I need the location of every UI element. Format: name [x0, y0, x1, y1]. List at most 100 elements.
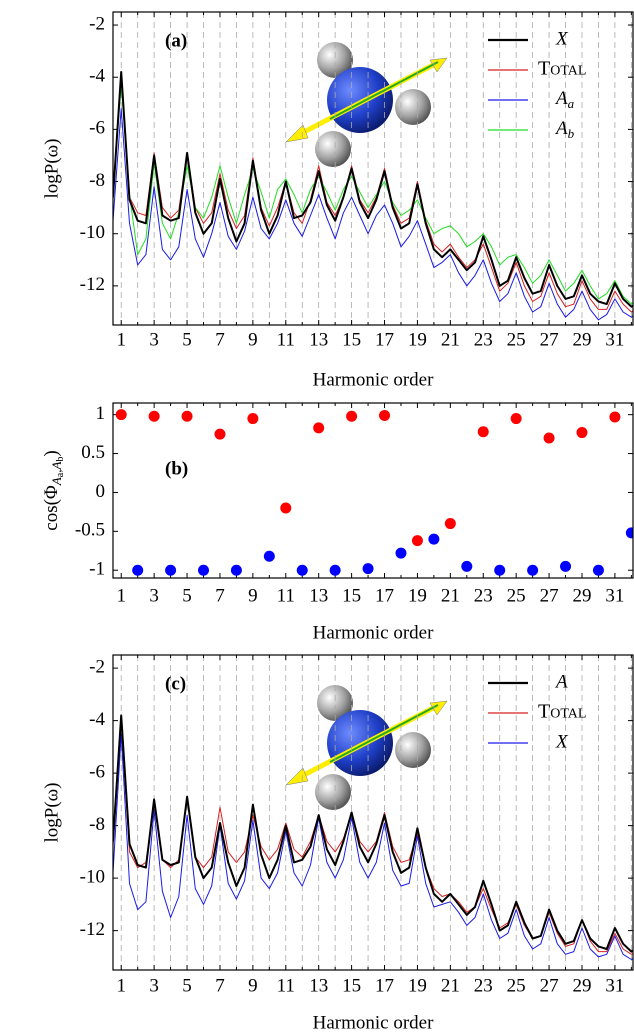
y-tick-label: -0.5	[75, 520, 105, 541]
scatter-point	[214, 428, 226, 440]
scatter-point	[280, 502, 292, 514]
x-tick-label: 19	[408, 329, 427, 350]
x-tick-label: 13	[309, 585, 328, 606]
x-axis-label: Harmonic order	[313, 1012, 434, 1033]
scatter-point	[230, 564, 242, 576]
x-tick-label: 31	[605, 329, 624, 350]
scatter-point	[148, 410, 160, 422]
scatter-point	[444, 518, 456, 530]
x-tick-label: 17	[375, 975, 394, 996]
x-tick-label: 25	[507, 329, 526, 350]
x-tick-label: 23	[474, 329, 493, 350]
legend-label: A	[554, 671, 568, 692]
series-line	[113, 714, 633, 953]
y-tick-label: -12	[80, 919, 105, 940]
x-tick-label: 11	[277, 585, 295, 606]
panel-label: (c)	[165, 673, 186, 694]
x-axis-label: Harmonic order	[313, 622, 434, 643]
x-tick-label: 27	[540, 585, 559, 606]
scatter-point	[527, 564, 539, 576]
molecule-illustration	[285, 42, 448, 167]
x-tick-label: 13	[309, 329, 328, 350]
x-tick-label: 21	[441, 975, 460, 996]
scatter-point	[411, 535, 423, 547]
x-tick-label: 5	[182, 585, 192, 606]
scatter-point	[263, 550, 275, 562]
x-tick-label: 23	[474, 585, 493, 606]
x-tick-label: 7	[215, 975, 225, 996]
y-tick-label: 1	[96, 403, 106, 424]
y-tick-label: -10	[80, 866, 105, 887]
x-tick-label: 7	[215, 329, 225, 350]
scatter-point	[609, 411, 621, 423]
scatter-point	[592, 564, 604, 576]
y-tick-label: -8	[89, 814, 105, 835]
panel: 1 3 5 7 9 11 13 15 17 19 21 23 25 27 29 31-1-0.500.51Ha…	[41, 402, 634, 643]
series-line	[113, 84, 633, 305]
scatter-point	[510, 413, 522, 425]
x-tick-label: 9	[248, 585, 258, 606]
y-tick-label: -1	[89, 559, 105, 580]
scatter-point	[296, 564, 308, 576]
y-tick-label: -6	[89, 761, 105, 782]
y-axis-label: logP(ω)	[41, 138, 62, 198]
legend-label: Ab	[554, 118, 575, 141]
x-tick-label: 15	[342, 975, 361, 996]
x-tick-label: 31	[605, 975, 624, 996]
x-tick-label: 15	[342, 329, 361, 350]
scatter-point	[477, 426, 489, 438]
panel-label: (a)	[165, 30, 187, 51]
scatter-point	[115, 409, 127, 421]
y-tick-label: -6	[89, 118, 105, 139]
x-tick-label: 19	[408, 585, 427, 606]
x-tick-label: 25	[507, 975, 526, 996]
x-tick-label: 1	[116, 329, 126, 350]
y-tick-label: -2	[89, 656, 105, 677]
scatter-point	[362, 563, 374, 575]
x-tick-label: 3	[149, 975, 159, 996]
y-axis-label: cos(ΦAa,Ab)	[41, 450, 66, 530]
x-tick-label: 11	[277, 975, 295, 996]
x-tick-label: 1	[116, 585, 126, 606]
x-tick-label: 9	[248, 329, 258, 350]
x-tick-label: 9	[248, 975, 258, 996]
y-tick-label: -10	[80, 222, 105, 243]
legend-label: X	[555, 28, 569, 49]
legend-label: Total	[538, 58, 586, 80]
scatter-point	[543, 432, 555, 444]
x-axis-label: Harmonic order	[313, 369, 434, 390]
y-tick-label: -4	[89, 66, 105, 87]
plot-frame	[112, 654, 634, 971]
series-line	[113, 108, 633, 321]
x-tick-label: 31	[605, 585, 624, 606]
x-tick-label: 27	[540, 975, 559, 996]
panel: 1 3 5 7 9 11 13 15 17 19 21 23 25 27 29 31-12-10-8-6-4-…	[41, 11, 634, 390]
y-axis-label: logP(ω)	[41, 782, 62, 842]
x-tick-label: 3	[149, 329, 159, 350]
x-tick-label: 5	[182, 329, 192, 350]
scatter-point	[198, 564, 210, 576]
plot-frame	[112, 11, 634, 326]
scatter-point	[395, 547, 407, 559]
x-tick-label: 15	[342, 585, 361, 606]
series-line	[113, 733, 633, 960]
y-tick-label: -4	[89, 709, 105, 730]
x-tick-label: 3	[149, 585, 159, 606]
legend-label: Total	[538, 701, 586, 723]
legend-label: Aa	[554, 88, 575, 111]
x-tick-label: 27	[540, 329, 559, 350]
x-tick-label: 29	[572, 585, 591, 606]
x-tick-label: 25	[507, 585, 526, 606]
x-tick-label: 1	[116, 975, 126, 996]
x-tick-label: 11	[277, 329, 295, 350]
x-tick-label: 17	[375, 585, 394, 606]
scatter-point	[379, 409, 391, 421]
x-tick-label: 21	[441, 585, 460, 606]
scatter-point	[313, 422, 325, 434]
series-line	[113, 71, 633, 308]
y-tick-label: -12	[80, 274, 105, 295]
x-tick-label: 7	[215, 585, 225, 606]
scatter-point	[494, 564, 506, 576]
scatter-point	[247, 413, 259, 425]
